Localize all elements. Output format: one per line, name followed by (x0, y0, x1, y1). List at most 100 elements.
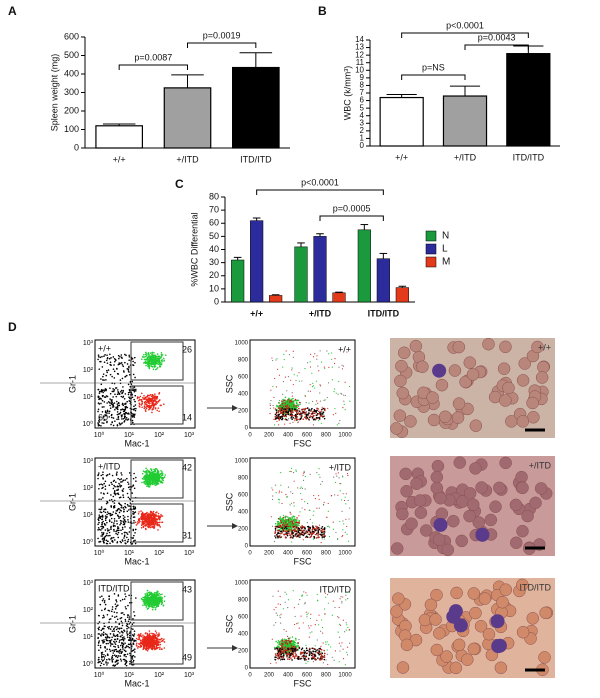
dot (311, 413, 313, 415)
dot (153, 598, 155, 600)
dot (111, 636, 113, 638)
cell (464, 510, 476, 522)
dot (105, 637, 107, 639)
dot (105, 518, 107, 520)
quadrant-value: 26 (182, 344, 192, 354)
dot (144, 407, 146, 409)
dot (98, 389, 100, 391)
dot (117, 537, 119, 539)
dot (129, 356, 131, 358)
dot (149, 591, 151, 593)
dot (148, 352, 150, 354)
cell (527, 397, 539, 409)
dot (322, 538, 323, 539)
dot (109, 387, 111, 389)
dot (145, 352, 147, 354)
dot (313, 527, 315, 529)
dot (119, 632, 121, 634)
dot (110, 618, 112, 620)
dot (160, 594, 162, 596)
dot (111, 537, 113, 539)
x-tick-label: 10² (154, 550, 165, 557)
dot (133, 399, 135, 401)
dot (310, 366, 311, 367)
dot (112, 541, 114, 543)
dot (135, 529, 137, 531)
dot (138, 520, 140, 522)
dot (144, 515, 146, 517)
dot (291, 529, 293, 531)
significance-bracket (188, 43, 256, 48)
dot (136, 524, 138, 526)
dot (133, 406, 135, 408)
dot (150, 600, 152, 602)
dot (156, 604, 158, 606)
dot (295, 407, 297, 409)
dot (124, 362, 126, 364)
dot (158, 595, 160, 597)
dot (281, 522, 283, 524)
dot (277, 369, 278, 370)
dot (296, 471, 297, 472)
dot (99, 392, 101, 394)
dot (116, 418, 118, 420)
dot (101, 512, 103, 514)
dot (97, 524, 99, 526)
dot (159, 399, 161, 401)
dot (159, 364, 161, 366)
dot (315, 418, 317, 420)
dot (348, 518, 349, 519)
dot (127, 533, 129, 535)
dot (108, 412, 110, 414)
dot (116, 520, 118, 522)
dot (112, 630, 114, 632)
dot (323, 400, 324, 401)
dot (320, 530, 322, 532)
dot (282, 411, 284, 413)
dot (348, 541, 349, 542)
dot (113, 390, 115, 392)
dot (292, 532, 294, 534)
dot (123, 511, 125, 513)
dot (157, 353, 159, 355)
dot (135, 522, 137, 524)
leukocyte (475, 528, 489, 542)
dot (132, 529, 134, 531)
dot (291, 503, 292, 504)
dot (279, 517, 281, 519)
dot (300, 532, 302, 534)
dot (156, 398, 158, 400)
dot (163, 358, 165, 360)
dot (119, 516, 121, 518)
dot (324, 529, 326, 531)
dot (107, 511, 109, 513)
dot (150, 352, 152, 354)
cell (390, 422, 402, 434)
dot (114, 493, 116, 495)
cell (391, 543, 403, 555)
dot (290, 518, 292, 520)
dot (118, 358, 120, 360)
dot (322, 526, 324, 528)
dot (99, 529, 101, 531)
dot (103, 511, 105, 513)
dot (295, 416, 297, 418)
dot (103, 493, 105, 495)
dot (129, 505, 131, 507)
dot (345, 409, 346, 410)
dot (148, 603, 150, 605)
y-tick-label: 10⁰ (82, 420, 93, 428)
dot (102, 478, 104, 480)
dot (117, 660, 119, 662)
dot (121, 354, 123, 356)
dot (147, 482, 149, 484)
dot (298, 521, 300, 523)
dot (149, 594, 151, 596)
dot (129, 527, 131, 529)
dot (291, 369, 292, 370)
dot (134, 386, 136, 388)
dot (128, 614, 130, 616)
cell (431, 471, 443, 483)
dot (328, 382, 329, 383)
dot (106, 522, 108, 524)
